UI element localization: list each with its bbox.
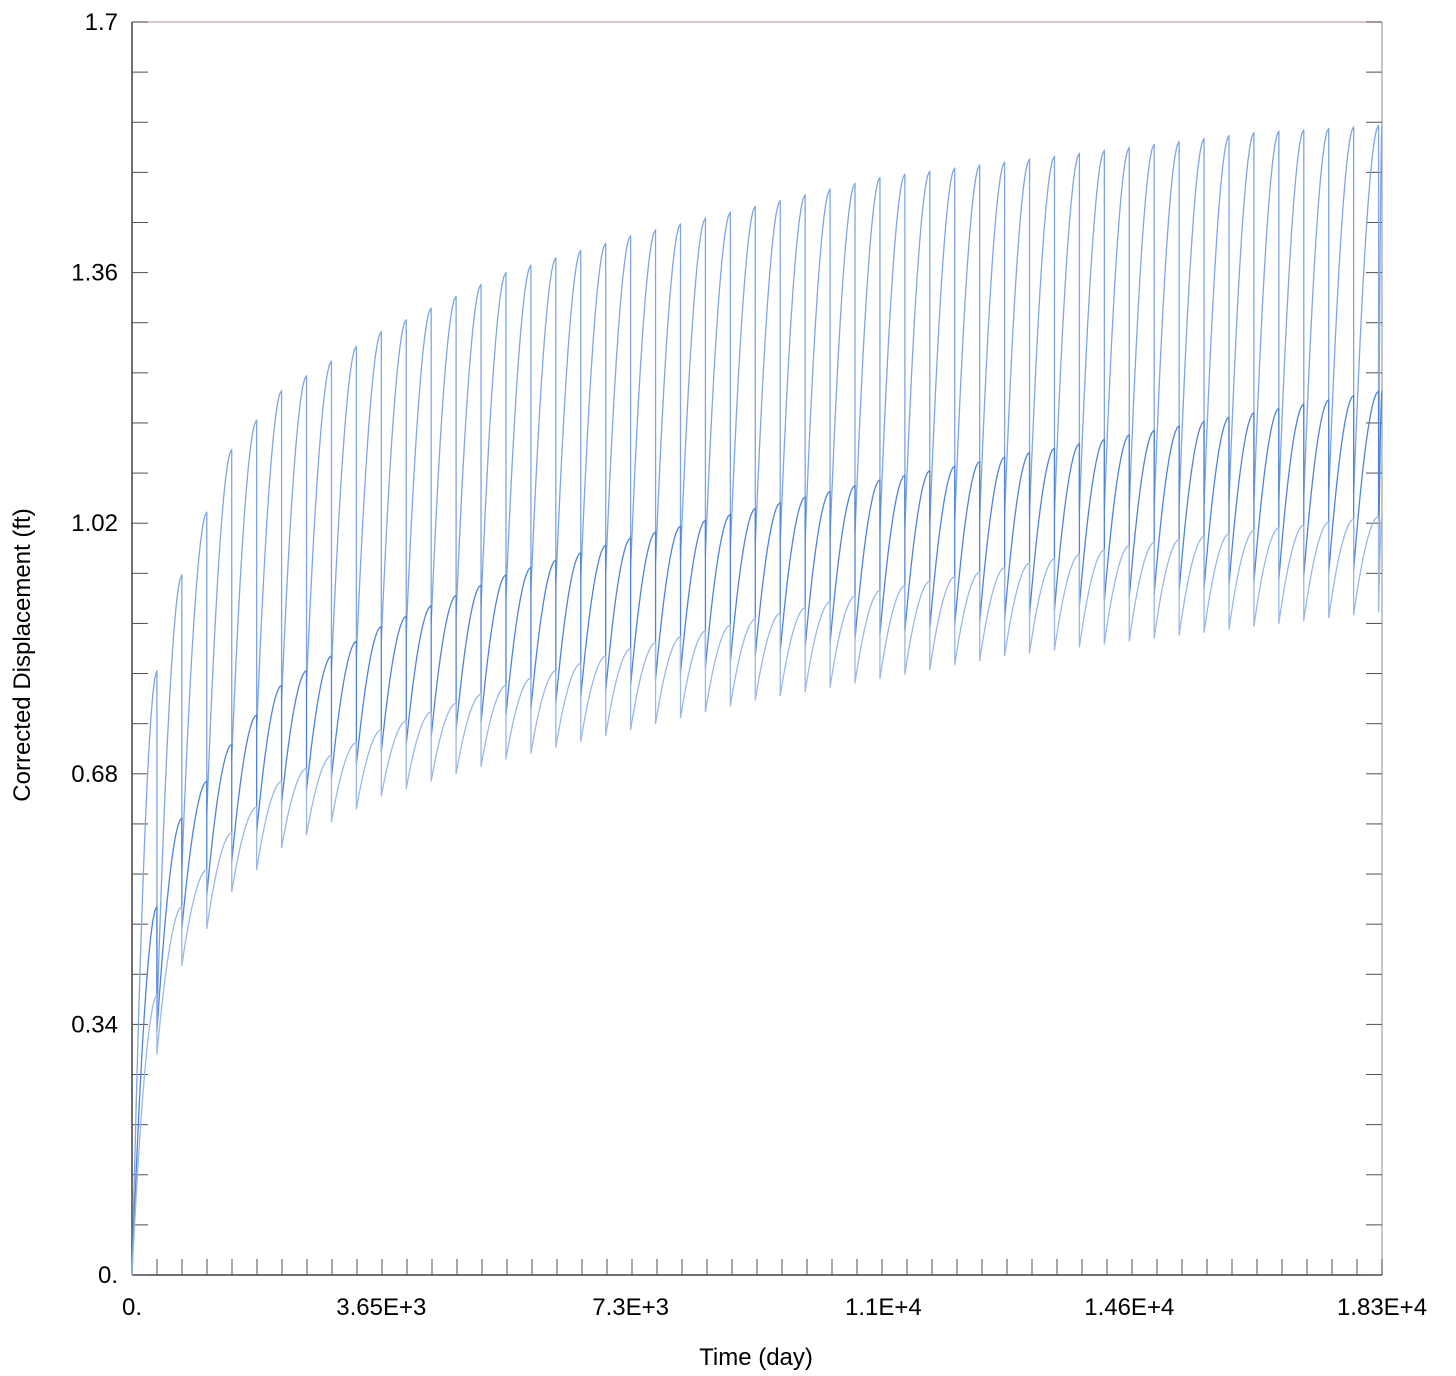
- x-tick-label: 1.83E+4: [1337, 1294, 1427, 1321]
- x-tick-label: 1.46E+4: [1084, 1294, 1174, 1321]
- y-tick-labels: 0. 0.34 0.68 1.02 1.36 1.7: [71, 9, 118, 1289]
- series-layer: [132, 125, 1382, 1275]
- x-tick-label: 0.: [122, 1294, 142, 1321]
- x-axis-title: Time (day): [699, 1344, 813, 1371]
- y-tick-label: 1.7: [85, 9, 118, 36]
- x-tick-label: 1.1E+4: [845, 1294, 922, 1321]
- x-tick-label: 3.65E+3: [336, 1294, 426, 1321]
- series-line-1: [132, 125, 1382, 1275]
- y-tick-label: 1.36: [71, 260, 118, 287]
- y-tick-label: 1.02: [71, 510, 118, 537]
- y-axis-title: Corrected Displacement (ft): [9, 508, 36, 801]
- series-line-2: [132, 391, 1382, 1275]
- y-tick-label: 0.34: [71, 1011, 118, 1038]
- y-tick-label: 0.: [98, 1262, 118, 1289]
- x-tick-labels: 0. 3.65E+3 7.3E+3 1.1E+4 1.46E+4 1.83E+4: [122, 1294, 1427, 1321]
- x-tick-label: 7.3E+3: [592, 1294, 669, 1321]
- series-line-3: [132, 516, 1382, 1275]
- y-tick-label: 0.68: [71, 761, 118, 788]
